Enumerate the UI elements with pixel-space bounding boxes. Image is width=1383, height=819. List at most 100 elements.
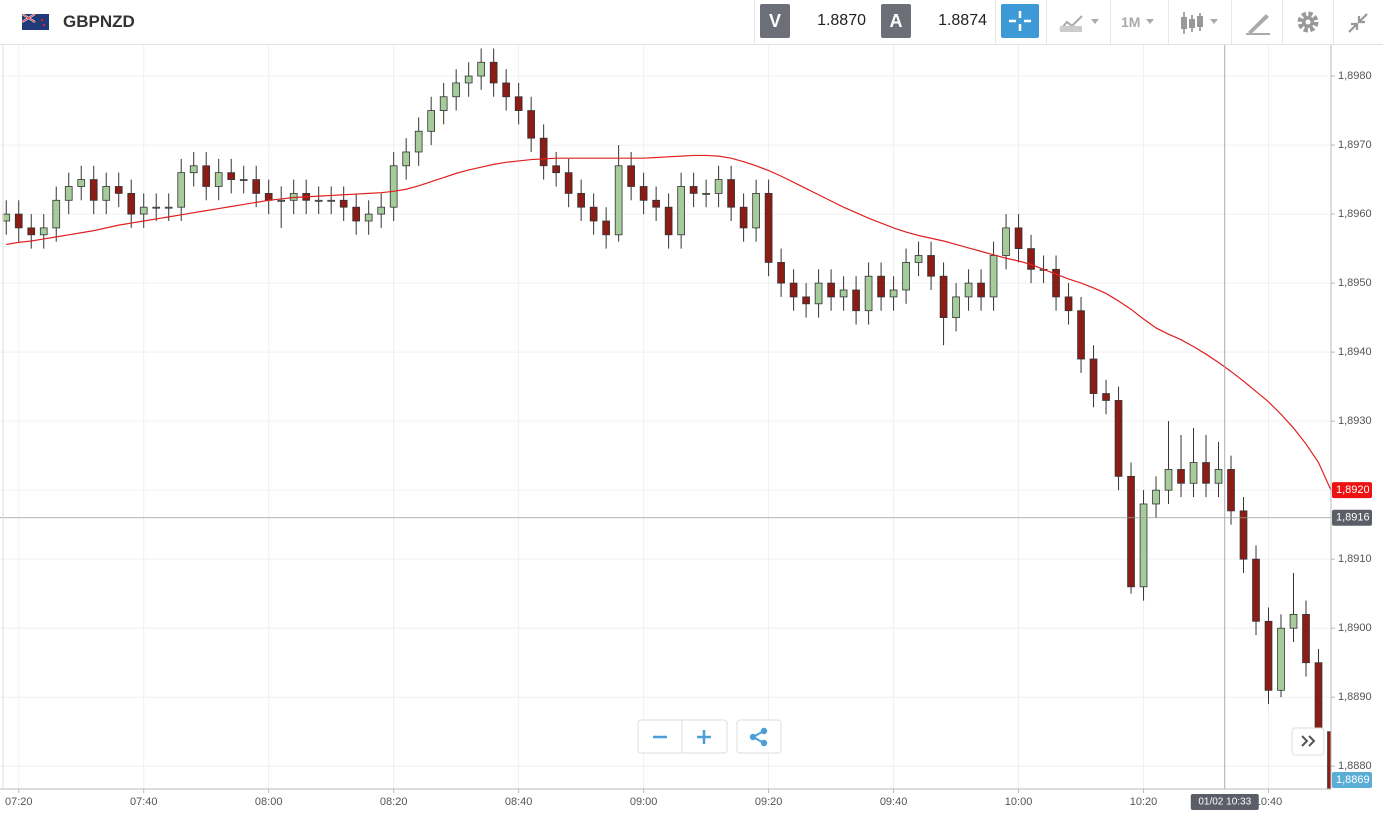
candle-body: [1314, 662, 1323, 733]
candle-body: [1139, 503, 1148, 588]
share-button[interactable]: [736, 719, 782, 754]
x-tick-label: 09:00: [630, 796, 658, 808]
y-tick-label: 1,8950: [1338, 277, 1372, 289]
candle-body: [639, 186, 648, 201]
pen-icon: [1248, 14, 1269, 34]
candle-body: [1014, 227, 1023, 249]
candle-body: [489, 61, 498, 84]
share-node: [749, 733, 757, 741]
candle-body: [777, 262, 785, 284]
dropdown-arrow: [1146, 19, 1154, 24]
candle-body: [1239, 510, 1248, 560]
flag-cross-red: [22, 14, 36, 23]
crosshair-button[interactable]: [1001, 4, 1039, 38]
candle-body: [377, 206, 386, 215]
candle-body: [627, 165, 635, 187]
separator: [754, 0, 755, 44]
scroll-right-button[interactable]: [1291, 727, 1325, 756]
axes: 1,8880 1,8890 1,8900 1,8910 1,8920 1,8930 1,89…: [5, 70, 1372, 808]
candle-body: [1264, 620, 1273, 691]
y-tick-label: 1,8880: [1338, 760, 1372, 772]
candle-body: [677, 186, 685, 236]
candle-body: [739, 206, 748, 229]
zoom-out-button[interactable]: [640, 722, 680, 751]
scroll-bg[interactable]: [1291, 727, 1325, 756]
candle-body: [264, 192, 273, 201]
area-icon: [1060, 26, 1082, 32]
candle-body: [552, 165, 560, 174]
candle-body: [102, 186, 111, 201]
y-tick-label: 1,8890: [1338, 691, 1372, 703]
scroll-icon: [1301, 735, 1316, 747]
flag-star: [40, 18, 44, 22]
chart-type-button[interactable]: [1058, 12, 1102, 34]
separator: [1046, 0, 1047, 44]
y-tick-label: 1,8970: [1338, 139, 1372, 151]
candle-body: [1277, 627, 1285, 691]
x-tick-label: 07:20: [5, 796, 33, 808]
candle-body: [339, 199, 348, 208]
candle-body: [727, 179, 735, 208]
candle-body: [127, 192, 136, 215]
candle-body: [1202, 462, 1210, 484]
separator: [1110, 0, 1111, 44]
candle-body: [914, 255, 923, 263]
timeframe-dropdown[interactable]: [1144, 12, 1158, 34]
crosshair-price-label: 1,8916: [1336, 512, 1370, 524]
ask-tag[interactable]: A: [881, 4, 911, 38]
candle-type-button[interactable]: [1180, 10, 1224, 36]
candle-body: [764, 192, 773, 263]
grid: [0, 45, 1331, 789]
candle-body: [214, 172, 223, 187]
candle-body: [964, 282, 973, 298]
candle-body: [314, 199, 323, 202]
candle-body: [452, 82, 461, 98]
separator: [1168, 0, 1169, 44]
candle-body: [27, 227, 36, 236]
bid-price[interactable]: 1.8870: [817, 12, 866, 29]
candle-body: [14, 213, 23, 229]
ma-price-label-bg: [1332, 482, 1372, 499]
candle-body: [439, 96, 448, 111]
candle-body: [1197, 16, 1203, 27]
share-bg[interactable]: [736, 719, 782, 754]
flag-icon: [22, 14, 49, 30]
y-tick-label: 1,8930: [1338, 415, 1372, 427]
candle-body: [2, 213, 11, 222]
x-tick-label: 09:40: [880, 796, 908, 808]
plot-area: [0, 45, 1331, 789]
candle-body: [464, 75, 473, 84]
bid-tag[interactable]: V: [760, 4, 790, 38]
candle-body: [714, 179, 723, 194]
candle-body: [514, 96, 523, 111]
candle-body: [352, 206, 361, 222]
candle-body: [902, 262, 910, 291]
x-tick-label: 10:20: [1130, 796, 1158, 808]
button-bg: [1001, 4, 1039, 38]
candle-body: [189, 165, 198, 174]
candle-body: [1152, 489, 1160, 505]
candle-body: [177, 172, 186, 208]
x-tick-label: 10:40: [1255, 796, 1283, 808]
candle-body: [852, 289, 860, 312]
candle-body: [1177, 469, 1185, 484]
zoom-in-button[interactable]: [684, 722, 725, 751]
candle-body: [52, 199, 61, 229]
ask-price[interactable]: 1.8874: [938, 12, 987, 29]
timeframe[interactable]: 1M: [1121, 14, 1141, 30]
candle-body: [702, 192, 710, 195]
y-tick-label: 1,8910: [1338, 553, 1372, 565]
last-price-label: 1,8869: [1336, 774, 1370, 786]
toolbar: GBPNZD V 1.8870 A 1.8874 1M: [0, 0, 1383, 45]
collapse-button[interactable]: [1345, 10, 1371, 36]
candle-body: [164, 206, 173, 209]
settings-button[interactable]: [1295, 9, 1321, 35]
candle-body: [577, 192, 585, 208]
candle-body: [364, 213, 373, 222]
candle-body: [927, 255, 935, 277]
y-tick-label: 1,8960: [1338, 208, 1372, 220]
draw-tool-button[interactable]: [1244, 10, 1272, 36]
crosshair-icon: [1009, 11, 1031, 31]
candle-body: [864, 275, 873, 312]
candle-body: [114, 186, 123, 194]
